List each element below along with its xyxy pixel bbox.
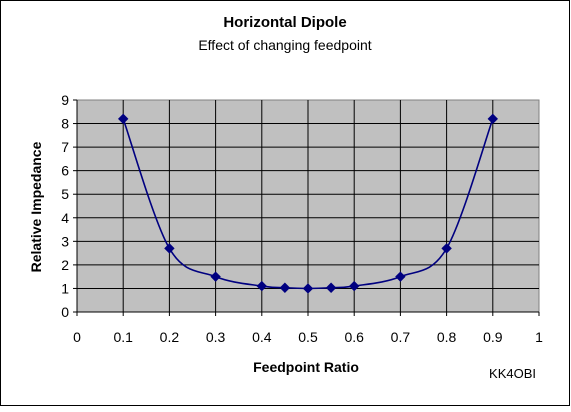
x-tick-label: 0.4 (252, 329, 272, 345)
y-tick-label: 8 (61, 116, 69, 132)
y-tick-label: 7 (61, 139, 69, 155)
x-tick-label: 0.5 (298, 329, 318, 345)
x-tick-label: 0.2 (160, 329, 180, 345)
y-tick-label: 3 (61, 233, 69, 249)
data-series (117, 113, 499, 294)
data-point-marker (210, 271, 221, 282)
data-point-marker (441, 243, 452, 254)
data-point-marker (348, 280, 360, 292)
chart-subtitle: Effect of changing feedpoint (198, 37, 371, 53)
y-tick-label: 1 (61, 280, 69, 296)
x-tick-label: 0.8 (437, 329, 457, 345)
x-tick-label: 0 (73, 329, 81, 345)
data-point-marker (325, 282, 337, 293)
x-tick-label: 0.6 (344, 329, 364, 345)
axis-ticks: 0 1 2 3 4 5 6 7 8 9 0 0.1 0.2 0.3 0.4 0.5 0.6 0.7 0.8 0.9 1 (61, 92, 543, 345)
y-tick-label: 0 (61, 304, 69, 320)
x-tick-label: 0.1 (113, 329, 133, 345)
data-point-marker (117, 113, 129, 125)
data-point-marker (302, 283, 314, 294)
chart-title: Horizontal Dipole (223, 14, 346, 31)
x-tick-label: 1 (535, 329, 543, 345)
data-point-marker (279, 282, 291, 293)
x-tick-label: 0.3 (206, 329, 226, 345)
y-axis-label: Relative Impedance (28, 141, 44, 272)
x-axis-label: Feedpoint Ratio (253, 359, 359, 375)
data-point-marker (164, 243, 175, 254)
credit-label: KK4OBI (489, 366, 536, 381)
data-point-marker (395, 271, 406, 282)
data-point-marker (487, 113, 499, 125)
x-tick-label: 0.9 (483, 329, 503, 345)
grid-lines (77, 100, 539, 312)
data-point-marker (256, 280, 268, 292)
y-tick-label: 2 (61, 257, 69, 273)
y-tick-label: 5 (61, 186, 69, 202)
y-tick-label: 9 (61, 92, 69, 108)
y-tick-label: 6 (61, 163, 69, 179)
x-tick-label: 0.7 (391, 329, 411, 345)
y-tick-label: 4 (61, 210, 69, 226)
